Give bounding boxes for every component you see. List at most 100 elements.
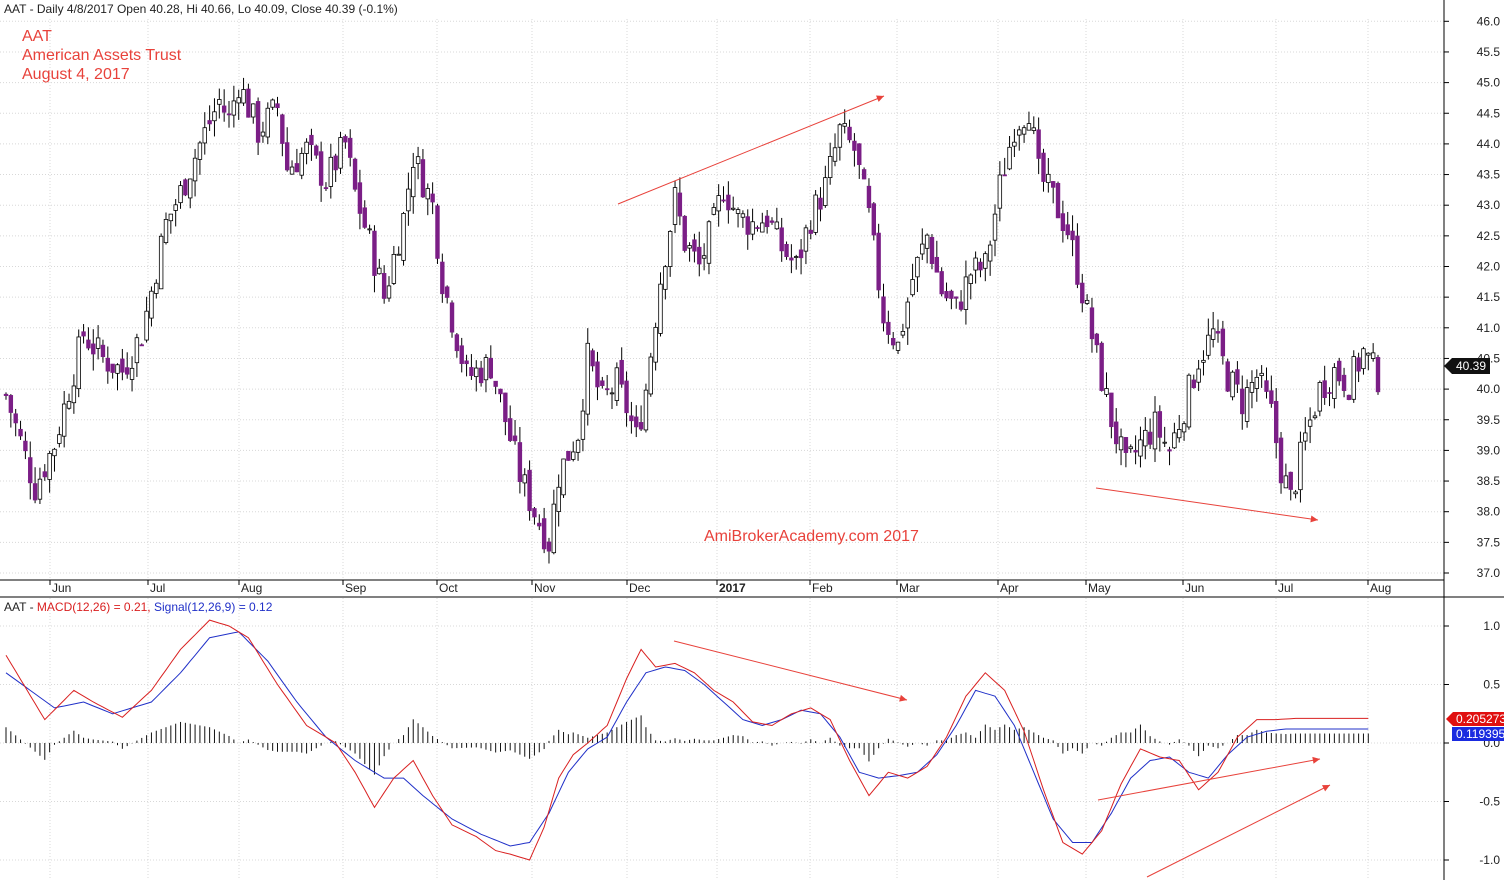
candle-down	[890, 337, 896, 346]
candle-up	[895, 341, 901, 351]
price-y-tick-label: 37.5	[1477, 535, 1501, 549]
candle-down	[139, 344, 144, 347]
candle-down	[362, 207, 367, 228]
candle-up	[983, 253, 988, 269]
candle-down	[125, 367, 130, 375]
candle-up	[963, 276, 969, 310]
macd-higher-low-line-2	[1146, 784, 1331, 878]
candle-up	[173, 204, 178, 211]
candle-up	[231, 100, 237, 116]
candle-down	[1089, 307, 1095, 340]
candle-up	[837, 124, 843, 148]
candle-down	[469, 367, 474, 376]
candle-down	[779, 227, 784, 252]
price-y-tick-label: 38.5	[1477, 474, 1501, 488]
macd-tag-text: 0.205273	[1456, 712, 1504, 726]
candle-up	[832, 147, 838, 162]
candle-up	[1017, 129, 1022, 136]
x-tick-label: Jun	[52, 581, 71, 595]
candle-up	[915, 256, 920, 278]
candle-down	[1157, 411, 1163, 438]
price-y-tick-label: 44.0	[1477, 137, 1501, 151]
candle-up	[144, 310, 149, 341]
candle-down	[1240, 388, 1245, 415]
price-y-tick-label: 38.0	[1477, 505, 1501, 519]
candle-up	[1230, 371, 1235, 398]
x-tick-label: Oct	[439, 581, 458, 595]
candle-down	[881, 296, 886, 324]
candle-up	[672, 187, 678, 225]
candle-down	[629, 415, 634, 422]
price-y-tick-label: 39.0	[1477, 443, 1501, 457]
price-header: AAT - Daily 4/8/2017 Open 40.28, Hi 40.6…	[4, 2, 398, 16]
candle-up	[1162, 441, 1167, 444]
candle-up	[1152, 411, 1158, 450]
candle-down	[381, 273, 387, 299]
candle-up	[299, 152, 304, 176]
candle-up	[905, 301, 910, 329]
candle-up	[168, 213, 174, 222]
x-tick-label: Jul	[150, 581, 165, 595]
x-tick-label: Jul	[1278, 581, 1293, 595]
candle-up	[425, 188, 430, 200]
candle-down	[1036, 129, 1041, 159]
candle-up	[711, 207, 717, 215]
candle-down	[343, 136, 348, 143]
candle-down	[784, 243, 789, 258]
candle-down	[886, 321, 891, 335]
candle-up	[823, 177, 828, 206]
candle-down	[1099, 342, 1104, 391]
candle-down	[954, 296, 959, 299]
candle-down	[818, 197, 823, 210]
candle-down	[1002, 174, 1007, 177]
candle-up	[663, 266, 668, 290]
candle-down	[1167, 449, 1172, 452]
candle-down	[1215, 331, 1221, 334]
x-tick-label: Aug	[1370, 581, 1391, 595]
candle-up	[827, 156, 833, 178]
candle-up	[158, 235, 164, 290]
candle-down	[493, 380, 498, 387]
candle-down	[755, 227, 760, 229]
candle-up	[750, 221, 755, 235]
candle-up	[1244, 387, 1250, 422]
candle-down	[110, 363, 115, 373]
candle-down	[8, 395, 14, 413]
candle-up	[648, 356, 653, 395]
candle-down	[595, 361, 600, 388]
candle-up	[1196, 368, 1201, 383]
candle-down	[1041, 152, 1046, 182]
candle-down	[275, 103, 280, 109]
candle-up	[391, 253, 397, 284]
candle-down	[619, 359, 624, 385]
x-tick-label: Feb	[812, 581, 833, 595]
candle-up	[968, 274, 973, 284]
candle-up	[304, 141, 309, 154]
price-y-tick-label: 46.0	[1477, 14, 1501, 28]
price-y-tick-label: 42.5	[1477, 229, 1501, 243]
candle-up	[1259, 372, 1264, 376]
candle-up	[992, 213, 998, 241]
candle-up	[163, 219, 169, 244]
candle-up	[1254, 376, 1259, 389]
candle-down	[1075, 235, 1080, 285]
candle-down	[18, 428, 23, 437]
price-y-tick-label: 37.0	[1477, 566, 1501, 580]
macd-line	[5, 619, 1369, 861]
candle-down	[798, 249, 804, 259]
candle-down	[28, 457, 33, 484]
candle-down	[726, 194, 731, 211]
candle-down	[507, 418, 513, 441]
candle-up	[1026, 123, 1032, 131]
candle-up	[1298, 441, 1303, 491]
candle-up	[66, 400, 72, 409]
candle-down	[3, 393, 9, 396]
price-y-tick-label: 41.5	[1477, 290, 1501, 304]
candle-down	[91, 343, 96, 355]
candle-up	[556, 486, 561, 512]
candle-down	[318, 151, 324, 186]
candle-up	[575, 439, 581, 453]
candle-down	[1065, 224, 1070, 236]
candle-down	[852, 140, 857, 151]
